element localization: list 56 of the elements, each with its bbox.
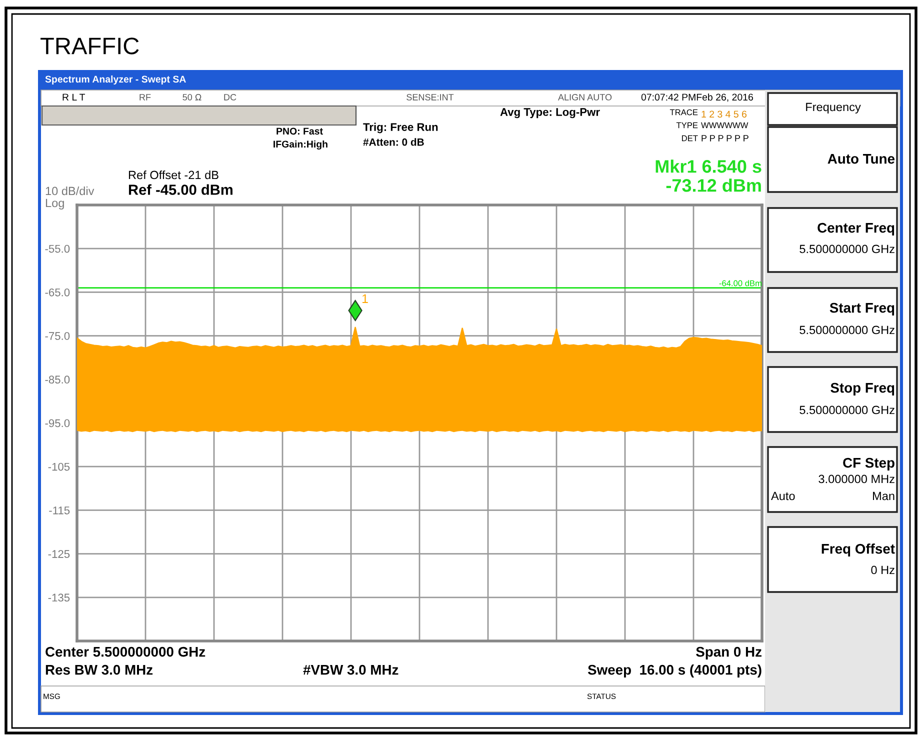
text: 5.500000000 GHz	[800, 406, 894, 414]
text: IFGain:High	[274, 140, 328, 150]
text: P P P P P P	[702, 135, 748, 142]
text: #Atten: 0 dB	[363, 138, 424, 146]
text: Res BW 3.0 MHz	[46, 664, 153, 675]
text: 3.000000 MHz	[818, 474, 894, 484]
text: 5.500000000 GHz	[800, 244, 894, 254]
text: DC	[224, 94, 236, 100]
text: 5.500000000 GHz	[800, 326, 894, 334]
chart-title: TRAFFIC	[40, 38, 139, 54]
text: Log	[46, 198, 64, 210]
text: Ref -45.00 dBm	[128, 184, 232, 195]
text: Man	[873, 492, 894, 500]
y-tick-label: -95.0	[45, 419, 70, 428]
text: 07:07:42 PMFeb 26, 2016	[641, 93, 753, 102]
text: ALIGN AUTO	[558, 94, 612, 100]
text: Frequency	[806, 102, 861, 114]
y-tick-label: -65.0	[45, 288, 70, 296]
text: Avg Type: Log-Pwr	[500, 108, 600, 118]
text: Spectrum Analyzer - Swept SA	[45, 75, 186, 85]
text: RF	[140, 94, 151, 100]
text: TRACE	[670, 109, 698, 116]
ref-line-label: -64.00 dBm	[719, 280, 762, 286]
text: -73.12 dBm	[666, 178, 761, 192]
y-tick-label: -105	[48, 462, 70, 471]
text: Trig: Free Run	[363, 122, 438, 134]
text: CF Step	[843, 458, 894, 470]
text: 0 Hz	[871, 566, 894, 574]
text: Center Freq	[818, 222, 894, 236]
y-tick-label: -135	[48, 594, 70, 602]
text: PNO: Fast	[276, 128, 323, 135]
text: Center 5.500000000 GHz	[46, 646, 206, 657]
y-tick-label: -115	[49, 506, 70, 514]
text: 50 Ω	[182, 94, 202, 100]
text: #VBW 3.0 MHz	[303, 664, 398, 675]
text: Auto	[771, 492, 795, 500]
text: TYPE	[676, 122, 698, 128]
text: Freq Offset	[822, 544, 895, 556]
text: WWWWWW	[701, 122, 748, 128]
annotation: 1	[362, 294, 368, 303]
text: R L T	[62, 94, 86, 101]
y-tick-label: -85.0	[45, 376, 70, 384]
text: Ref Offset -21 dB	[128, 170, 218, 180]
text: DET	[682, 135, 698, 142]
text: 1 2 3 4 5 6	[702, 110, 747, 118]
y-tick-label: -55.0	[45, 244, 70, 253]
text: Start Freq	[830, 302, 894, 316]
text: Stop Freq	[830, 382, 894, 396]
text: Span 0 Hz	[696, 646, 762, 660]
y-tick-label: -125	[48, 550, 70, 558]
text: 10 dB/div	[46, 186, 94, 196]
text: Sweep 16.00 s (40001 pts)	[588, 664, 762, 678]
text: SENSE:INT	[406, 94, 454, 100]
text: Mkr1 6.540 s	[656, 160, 762, 173]
text: Auto Tune	[828, 154, 895, 164]
y-tick-label: -75.0	[45, 332, 70, 340]
